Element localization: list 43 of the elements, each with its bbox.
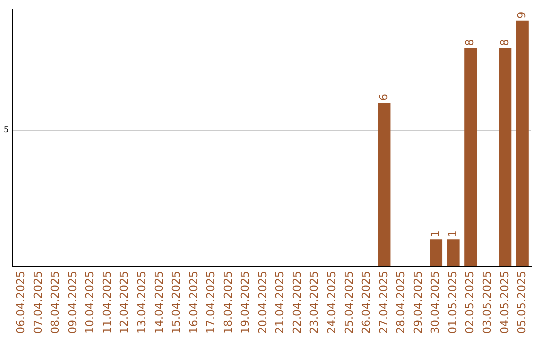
x-tick-label: 08.04.2025 <box>49 271 62 334</box>
x-tick-label: 16.04.2025 <box>187 271 200 334</box>
x-tick-label: 04.05.2025 <box>498 271 512 334</box>
data-label: 1 <box>446 230 460 238</box>
x-tick-label: 24.04.2025 <box>326 271 339 334</box>
x-tick-label: 14.04.2025 <box>152 271 166 334</box>
x-tick-label: 11.04.2025 <box>100 271 114 334</box>
bar <box>516 20 529 267</box>
x-tick-label: 28.04.2025 <box>394 271 408 334</box>
bar <box>499 48 512 267</box>
x-tick-label: 15.04.2025 <box>170 271 184 334</box>
x-tick-label: 12.04.2025 <box>118 271 132 334</box>
data-label: 8 <box>498 39 512 46</box>
bar <box>447 240 460 267</box>
x-tick-label: 27.04.2025 <box>377 271 390 334</box>
x-tick-label: 01.05.2025 <box>446 271 460 334</box>
data-label: 6 <box>377 94 390 101</box>
x-tick-label: 03.05.2025 <box>480 271 494 334</box>
x-tick-label: 17.04.2025 <box>204 271 218 334</box>
x-tick-label: 05.05.2025 <box>516 271 529 334</box>
data-label: 8 <box>464 39 477 46</box>
x-tick-label: 06.04.2025 <box>14 271 28 334</box>
bar <box>464 48 478 267</box>
x-tick-label: 21.04.2025 <box>274 271 287 334</box>
x-tick-label: 07.04.2025 <box>32 271 45 334</box>
x-tick-label: 20.04.2025 <box>256 271 270 334</box>
x-tick-label: 13.04.2025 <box>136 271 149 334</box>
data-label: 1 <box>429 230 442 238</box>
data-label: 9 <box>516 12 529 19</box>
x-tick-label: 25.04.2025 <box>342 271 356 334</box>
x-tick-label: 26.04.2025 <box>360 271 374 334</box>
x-tick-label: 23.04.2025 <box>308 271 322 334</box>
y-tick-label: 5 <box>4 125 10 134</box>
x-tick-label: 30.04.2025 <box>429 271 442 334</box>
x-tick-label: 09.04.2025 <box>66 271 80 334</box>
x-tick-label: 10.04.2025 <box>84 271 97 334</box>
x-tick-label: 29.04.2025 <box>412 271 425 334</box>
x-tick-label: 22.04.2025 <box>290 271 304 334</box>
bar <box>430 240 443 267</box>
bar <box>378 102 391 267</box>
x-tick-label: 19.04.2025 <box>239 271 252 334</box>
x-tick-label: 18.04.2025 <box>222 271 235 334</box>
x-tick-label: 02.05.2025 <box>464 271 477 334</box>
